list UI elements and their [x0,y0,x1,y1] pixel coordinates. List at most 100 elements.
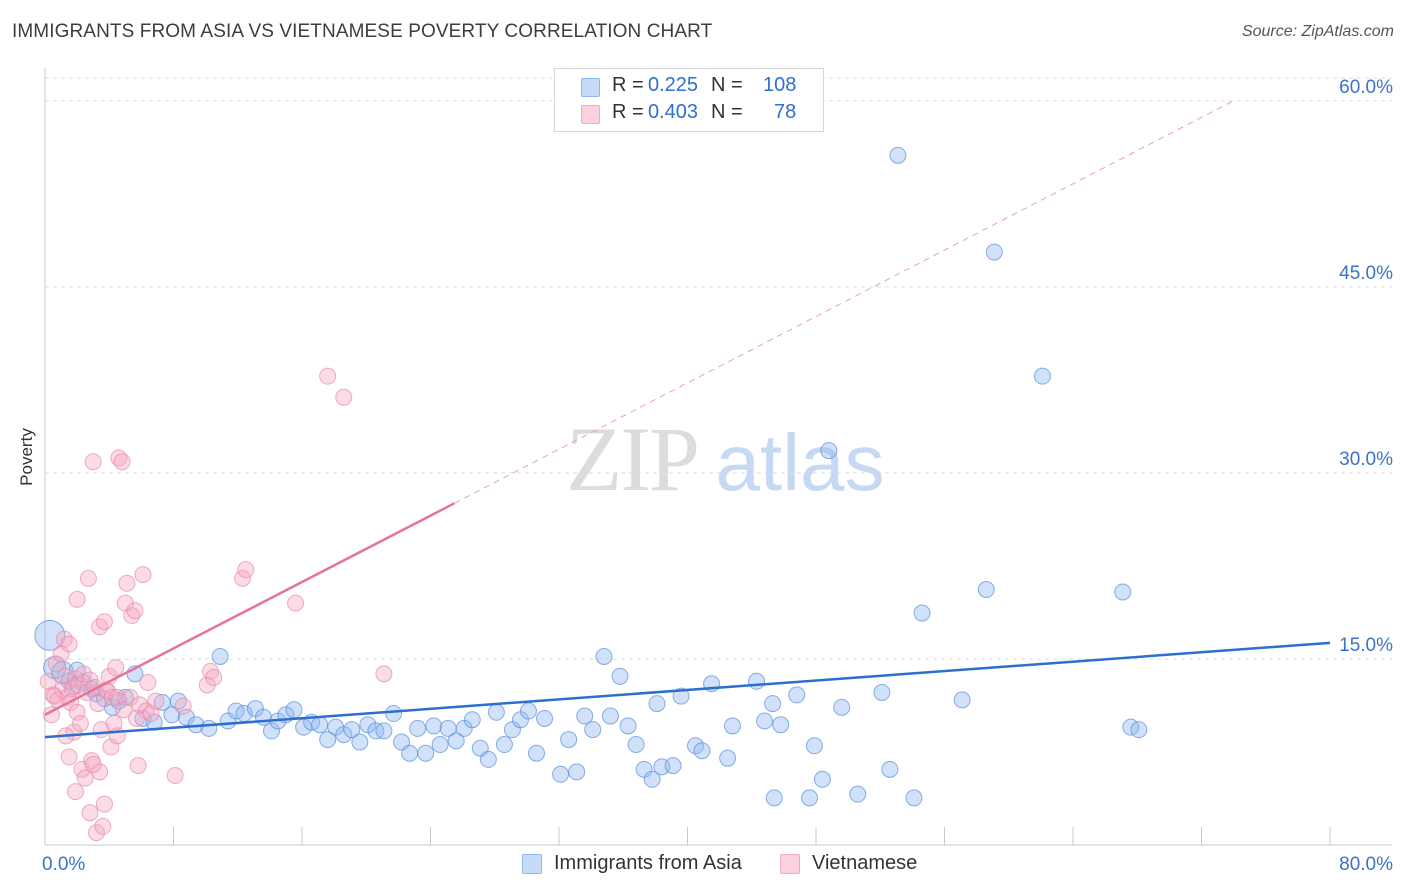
asia-point [1033,367,1051,385]
asia-point [719,749,737,767]
y-tick-label: 60.0% [1339,77,1393,98]
asia-point [913,604,931,622]
asia-point [351,733,369,751]
asia-point [169,692,187,710]
legend-swatch-asia [581,78,600,97]
vietnamese-point [123,607,141,625]
asia-point [723,717,741,735]
vietnamese-point [91,618,109,636]
asia-point [385,705,403,723]
asia-point [881,760,899,778]
legend-n-value: 108 [763,74,797,96]
asia-trend-line [44,641,1331,739]
asia-point [977,580,995,598]
vietnamese-point [79,569,97,587]
asia-point [343,721,361,739]
axes [44,68,1392,846]
vietnamese-point [113,453,131,471]
vietnamese-point [67,783,85,801]
legend-r-label: R = [612,74,644,96]
asia-point [601,707,619,725]
vietnamese-point [174,697,192,715]
asia-point [611,667,629,685]
asia-point [764,695,782,713]
asia-point [664,757,682,775]
data-points [34,146,1148,842]
asia-point [772,716,790,734]
vietnamese-point [76,769,94,787]
vietnamese-point [47,655,65,673]
asia-point [375,722,393,740]
asia-point [619,717,637,735]
asia-point [756,712,774,730]
bottom-legend-label-asia: Immigrants from Asia [554,852,742,874]
asia-point [568,763,586,781]
bottom-legend-swatch-vietnamese [780,854,800,874]
asia-point [643,770,661,788]
correlation-legend: R = 0.225 N = 108 R = 0.403 N = 78 [554,68,824,132]
y-tick-label: 30.0% [1339,449,1393,470]
asia-point [479,750,497,768]
vietnamese-point [95,613,113,631]
asia-point [627,736,645,754]
asia-point [211,647,229,665]
asia-point [693,742,711,760]
asia-point [431,736,449,754]
asia-point [985,243,1003,261]
asia-point [765,789,783,807]
vietnamese-point [60,635,78,653]
bottom-legend-swatch-asia [522,854,542,874]
vietnamese-point [287,594,305,612]
legend-swatch-vietnamese [581,105,600,124]
vietnamese-point [84,755,102,773]
asia-point [463,711,481,729]
watermark-zip: ZIP [566,408,698,510]
asia-point [319,731,337,749]
y-tick-label: 45.0% [1339,263,1393,284]
asia-point [200,719,218,737]
trend-lines [44,100,1331,739]
asia-point [495,736,513,754]
watermark: ZIP atlas [566,408,884,510]
vietnamese-point [81,804,99,822]
vietnamese-point [60,748,78,766]
asia-point [1114,583,1132,601]
vietnamese-point [68,703,86,721]
vietnamese-point [103,688,121,706]
vietnamese-trend-line [44,502,456,716]
vietnamese-point [134,566,152,584]
vietnamese-point [84,453,102,471]
x-tick-label: 80.0% [1339,854,1393,875]
vietnamese-point [131,696,149,714]
legend-row-asia: R = 0.225 N = 108 [555,74,823,100]
legend-n-value: 78 [774,101,797,123]
chart-title: IMMIGRANTS FROM ASIA VS VIETNAMESE POVER… [12,21,713,42]
bottom-legend-label-vietnamese: Vietnamese [812,852,918,874]
asia-point [584,721,602,739]
vietnamese-point [126,602,144,620]
asia-point [889,146,907,164]
asia-point [953,691,971,709]
asia-point [805,737,823,755]
asia-point [595,647,613,665]
asia-point [576,707,594,725]
chart-source: Source: ZipAtlas.com [1241,23,1394,40]
x-tick-label: 0.0% [42,854,85,875]
vietnamese-point [46,687,64,705]
asia-point [285,701,303,719]
asia-point [873,683,891,701]
asia-point [552,765,570,783]
vietnamese-point [75,665,93,683]
asia-point [813,770,831,788]
vietnamese-point [375,665,393,683]
asia-point [536,709,554,727]
watermark-atlas: atlas [716,418,885,507]
vietnamese-point [129,757,147,775]
legend-n-label: N = [711,101,743,123]
vietnamese-point [89,695,107,713]
asia-point [560,731,578,749]
asia-point [1130,721,1148,739]
legend-n-label: N = [711,74,743,96]
vietnamese-point [107,659,125,677]
asia-point [425,717,443,735]
